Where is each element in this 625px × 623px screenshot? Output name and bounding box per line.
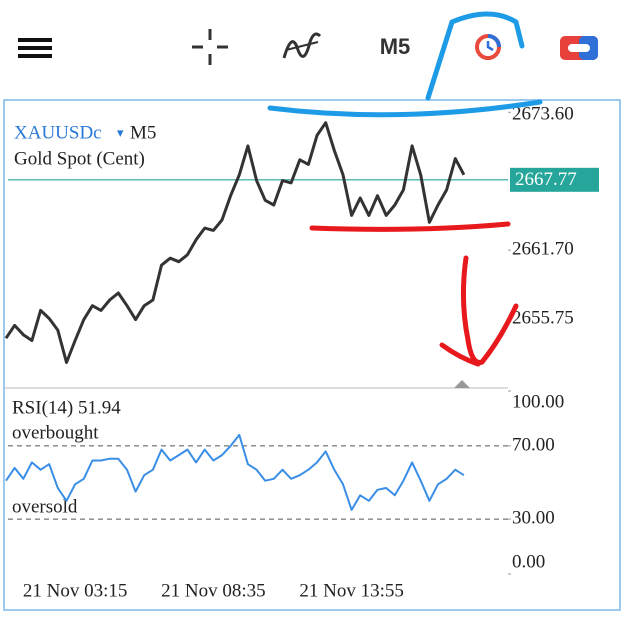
y-tick-label: 2655.75 — [512, 307, 574, 328]
y-tick-label: 2673.60 — [512, 103, 574, 124]
trade-button[interactable] — [560, 36, 598, 60]
last-price-box — [510, 167, 599, 192]
indicators-button[interactable] — [282, 32, 322, 59]
x-tick-label: 21 Nov 03:15 — [23, 580, 128, 601]
symbol-description: Gold Spot (Cent) — [14, 148, 145, 169]
y-tick-label: 70.00 — [512, 434, 555, 455]
y-tick-label: 0.00 — [512, 551, 545, 572]
overbought-label: overbought — [12, 422, 99, 443]
y-tick-label: 100.00 — [512, 391, 564, 412]
symbol-dropdown[interactable]: ▾ — [117, 125, 124, 140]
y-tick-label: 2661.70 — [512, 238, 574, 259]
menu-button[interactable] — [18, 38, 52, 58]
oversold-label: oversold — [12, 496, 78, 517]
x-tick-label: 21 Nov 08:35 — [161, 580, 266, 601]
price-line — [4, 121, 466, 364]
clock-button[interactable] — [475, 34, 501, 60]
timeframe-button[interactable]: M5 — [380, 34, 411, 59]
crosshair-button[interactable] — [192, 29, 228, 65]
symbol[interactable]: XAUUSDc — [14, 122, 102, 143]
y-tick-label: 30.00 — [512, 507, 555, 528]
x-tick-label: 21 Nov 13:55 — [299, 580, 404, 601]
last-price-label: 2667.77 — [515, 169, 577, 190]
annotations — [267, 11, 543, 367]
plot: 2673.60 2661.70 2655.75 2667.77 100.00 70.00 3… — [4, 103, 599, 601]
rsi-title: RSI(14) 51.94 — [12, 397, 121, 418]
rsi-line — [5, 433, 465, 511]
chart-timeframe: M5 — [130, 122, 156, 143]
scroll-indicator[interactable] — [454, 380, 470, 388]
indicators-button-line — [285, 41, 319, 51]
chart-frame — [3, 99, 621, 611]
